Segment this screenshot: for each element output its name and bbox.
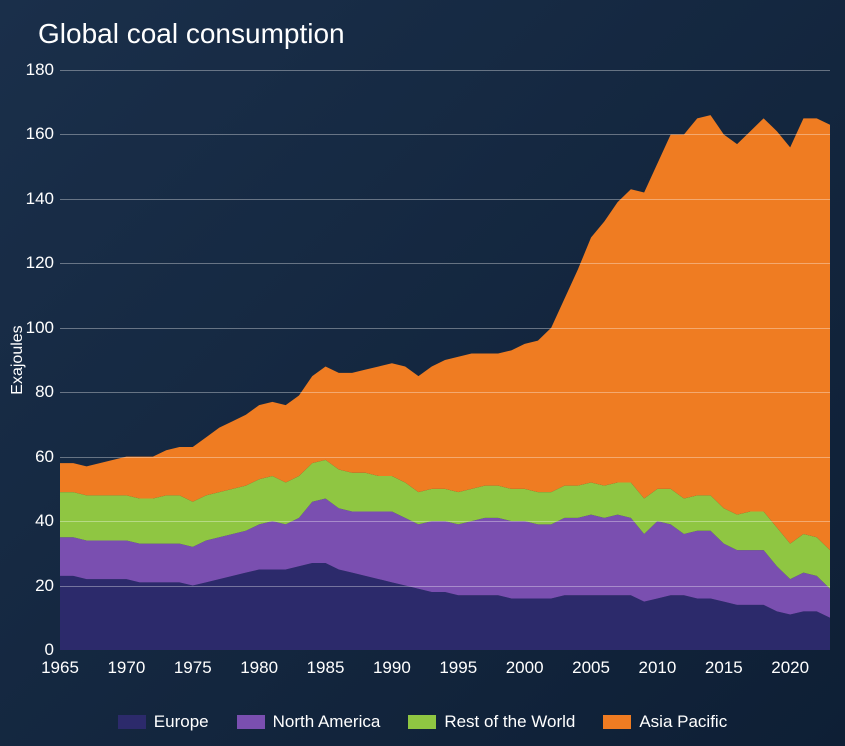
legend-item-europe: Europe — [118, 712, 209, 732]
y-tick-label: 140 — [26, 189, 54, 209]
grid-line — [60, 199, 830, 200]
x-tick-label: 2000 — [506, 658, 544, 678]
x-tick-label: 1965 — [41, 658, 79, 678]
chart-container: Global coal consumption Exajoules 020406… — [0, 0, 845, 746]
x-tick-label: 2010 — [638, 658, 676, 678]
y-tick-label: 20 — [35, 576, 54, 596]
legend: Europe North America Rest of the World A… — [0, 712, 845, 732]
area-series — [60, 115, 830, 550]
plot-area: Exajoules 020406080100120140160180196519… — [60, 70, 830, 650]
x-tick-label: 2015 — [705, 658, 743, 678]
x-tick-label: 1980 — [240, 658, 278, 678]
y-tick-label: 120 — [26, 253, 54, 273]
legend-item-north-america: North America — [237, 712, 381, 732]
legend-swatch-asia-pacific — [603, 715, 631, 729]
grid-line — [60, 70, 830, 71]
x-tick-label: 1975 — [174, 658, 212, 678]
area-chart-svg — [60, 70, 830, 650]
grid-line — [60, 521, 830, 522]
legend-label-rest-of-world: Rest of the World — [444, 712, 575, 732]
legend-item-rest-of-world: Rest of the World — [408, 712, 575, 732]
legend-item-asia-pacific: Asia Pacific — [603, 712, 727, 732]
grid-line — [60, 328, 830, 329]
x-tick-label: 2005 — [572, 658, 610, 678]
x-tick-label: 1985 — [307, 658, 345, 678]
y-tick-label: 180 — [26, 60, 54, 80]
x-tick-label: 1995 — [439, 658, 477, 678]
y-tick-label: 160 — [26, 124, 54, 144]
y-tick-label: 40 — [35, 511, 54, 531]
legend-swatch-europe — [118, 715, 146, 729]
x-tick-label: 1970 — [107, 658, 145, 678]
legend-label-north-america: North America — [273, 712, 381, 732]
legend-label-asia-pacific: Asia Pacific — [639, 712, 727, 732]
grid-line — [60, 457, 830, 458]
grid-line — [60, 134, 830, 135]
x-tick-label: 1990 — [373, 658, 411, 678]
x-tick-label: 2020 — [771, 658, 809, 678]
y-tick-label: 0 — [45, 640, 54, 660]
y-tick-label: 100 — [26, 318, 54, 338]
y-tick-label: 60 — [35, 447, 54, 467]
chart-title: Global coal consumption — [38, 18, 345, 50]
grid-line — [60, 586, 830, 587]
grid-line — [60, 392, 830, 393]
y-tick-label: 80 — [35, 382, 54, 402]
grid-line — [60, 263, 830, 264]
y-axis-label: Exajoules — [9, 325, 27, 394]
legend-swatch-rest-of-world — [408, 715, 436, 729]
legend-swatch-north-america — [237, 715, 265, 729]
legend-label-europe: Europe — [154, 712, 209, 732]
